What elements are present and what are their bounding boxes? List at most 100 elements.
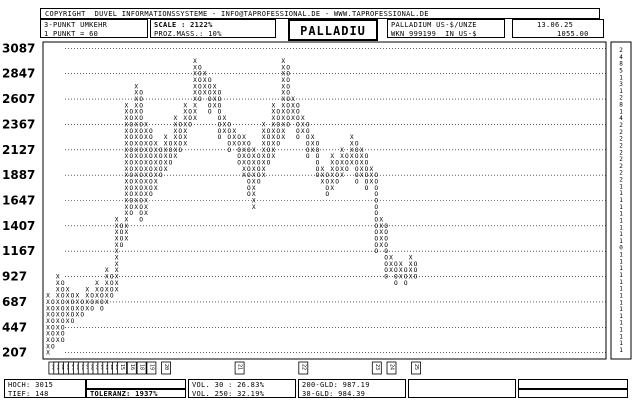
pf-o-mark: O xyxy=(365,178,369,185)
pf-o-mark: O xyxy=(286,109,290,116)
pf-x-mark: X xyxy=(76,299,80,306)
pf-x-mark: X xyxy=(350,140,354,147)
pf-x-mark: X xyxy=(66,312,70,319)
pf-x-mark: X xyxy=(330,159,334,166)
pf-x-mark: X xyxy=(360,147,364,154)
right-scale-digit: 1 xyxy=(619,74,623,81)
pf-o-mark: O xyxy=(345,153,349,160)
y-tick-label: 2127 xyxy=(2,143,35,157)
pf-o-mark: O xyxy=(129,172,133,179)
pf-o-mark: O xyxy=(71,293,75,300)
pf-x-mark: X xyxy=(340,147,344,154)
pf-x-mark: X xyxy=(134,140,138,147)
pf-x-mark: X xyxy=(46,318,50,325)
pf-x-mark: X xyxy=(183,115,187,122)
box-unit-label: 1 PUNKT = 60 xyxy=(44,30,99,38)
pf-x-mark: X xyxy=(95,293,99,300)
pf-o-mark: O xyxy=(374,236,378,243)
pf-o-mark: O xyxy=(404,267,408,274)
pf-x-mark: X xyxy=(213,90,217,97)
pf-o-mark: O xyxy=(374,217,378,224)
pf-x-mark: X xyxy=(125,198,129,205)
page-title: PALLADIU xyxy=(300,24,366,38)
pf-x-mark: X xyxy=(164,134,168,141)
pf-o-mark: O xyxy=(61,305,65,312)
pf-x-mark: X xyxy=(85,299,89,306)
pf-o-mark: O xyxy=(276,109,280,116)
pf-x-mark: X xyxy=(350,147,354,154)
pf-x-mark: X xyxy=(203,83,207,90)
pf-x-mark: X xyxy=(105,267,109,274)
pf-o-mark: O xyxy=(306,121,310,128)
pf-o-mark: O xyxy=(90,299,94,306)
pf-x-mark: X xyxy=(350,153,354,160)
pf-o-mark: O xyxy=(374,210,378,217)
pf-x-mark: X xyxy=(56,280,60,287)
pf-o-mark: O xyxy=(365,166,369,173)
right-scale-digit: 2 xyxy=(619,142,623,149)
pf-o-mark: O xyxy=(237,147,241,154)
pf-x-mark: X xyxy=(213,102,217,109)
pf-x-mark: X xyxy=(340,166,344,173)
pf-o-mark: O xyxy=(394,280,398,287)
pf-x-mark: X xyxy=(193,102,197,109)
pf-o-mark: O xyxy=(247,178,251,185)
pf-x-mark: X xyxy=(242,134,246,141)
pf-x-mark: X xyxy=(125,229,129,236)
pf-o-mark: O xyxy=(110,293,114,300)
pf-o-mark: O xyxy=(129,153,133,160)
pf-o-mark: O xyxy=(51,343,55,350)
copyright-text: COPYRIGHT DUVEL INFORMATIONSSYSTEME - IN… xyxy=(45,10,429,18)
pf-o-mark: O xyxy=(325,178,329,185)
pf-x-mark: X xyxy=(272,102,276,109)
year-marker-label: 18 xyxy=(139,364,145,370)
y-tick-label: 1647 xyxy=(2,194,35,208)
pf-o-mark: O xyxy=(306,153,310,160)
right-scale-digit: 2 xyxy=(619,95,623,102)
pf-x-mark: X xyxy=(134,159,138,166)
y-tick-label: 2367 xyxy=(2,117,35,131)
pf-o-mark: O xyxy=(198,64,202,71)
pf-o-mark: O xyxy=(90,305,94,312)
pf-x-mark: X xyxy=(213,83,217,90)
year-marker-label: 01 xyxy=(55,364,61,370)
pf-column: OOO xyxy=(80,299,84,319)
pf-o-mark: O xyxy=(129,166,133,173)
pf-o-mark: O xyxy=(120,236,124,243)
pf-o-mark: O xyxy=(139,96,143,103)
pf-x-mark: X xyxy=(203,90,207,97)
right-scale-digit: 2 xyxy=(619,129,623,136)
pf-x-mark: X xyxy=(301,115,305,122)
pf-x-mark: X xyxy=(272,134,276,141)
y-tick-label: 927 xyxy=(2,270,27,284)
year-marker-label: 03 xyxy=(65,364,71,370)
pf-o-mark: O xyxy=(335,159,339,166)
pf-o-mark: O xyxy=(355,140,359,147)
pf-x-mark: X xyxy=(144,198,148,205)
year-marker-box xyxy=(298,361,309,375)
year-marker: 19 xyxy=(146,361,157,375)
pf-x-mark: X xyxy=(281,90,285,97)
pf-o-mark: O xyxy=(286,71,290,78)
pf-column: XXX xyxy=(301,115,305,135)
pf-x-mark: X xyxy=(125,172,129,179)
right-scale-digit: 1 xyxy=(619,183,623,190)
pf-x-mark: X xyxy=(193,115,197,122)
date-box: 13.06.25 1055.00 xyxy=(512,19,604,38)
year-marker-label: 04 xyxy=(70,364,76,370)
pf-x-mark: X xyxy=(272,140,276,147)
pf-o-mark: O xyxy=(139,153,143,160)
pf-x-mark: X xyxy=(154,185,158,192)
year-marker-label: 23 xyxy=(374,364,380,370)
pf-x-mark: X xyxy=(340,153,344,160)
pf-x-mark: X xyxy=(262,134,266,141)
pf-x-mark: X xyxy=(134,83,138,90)
pf-o-mark: O xyxy=(61,286,65,293)
